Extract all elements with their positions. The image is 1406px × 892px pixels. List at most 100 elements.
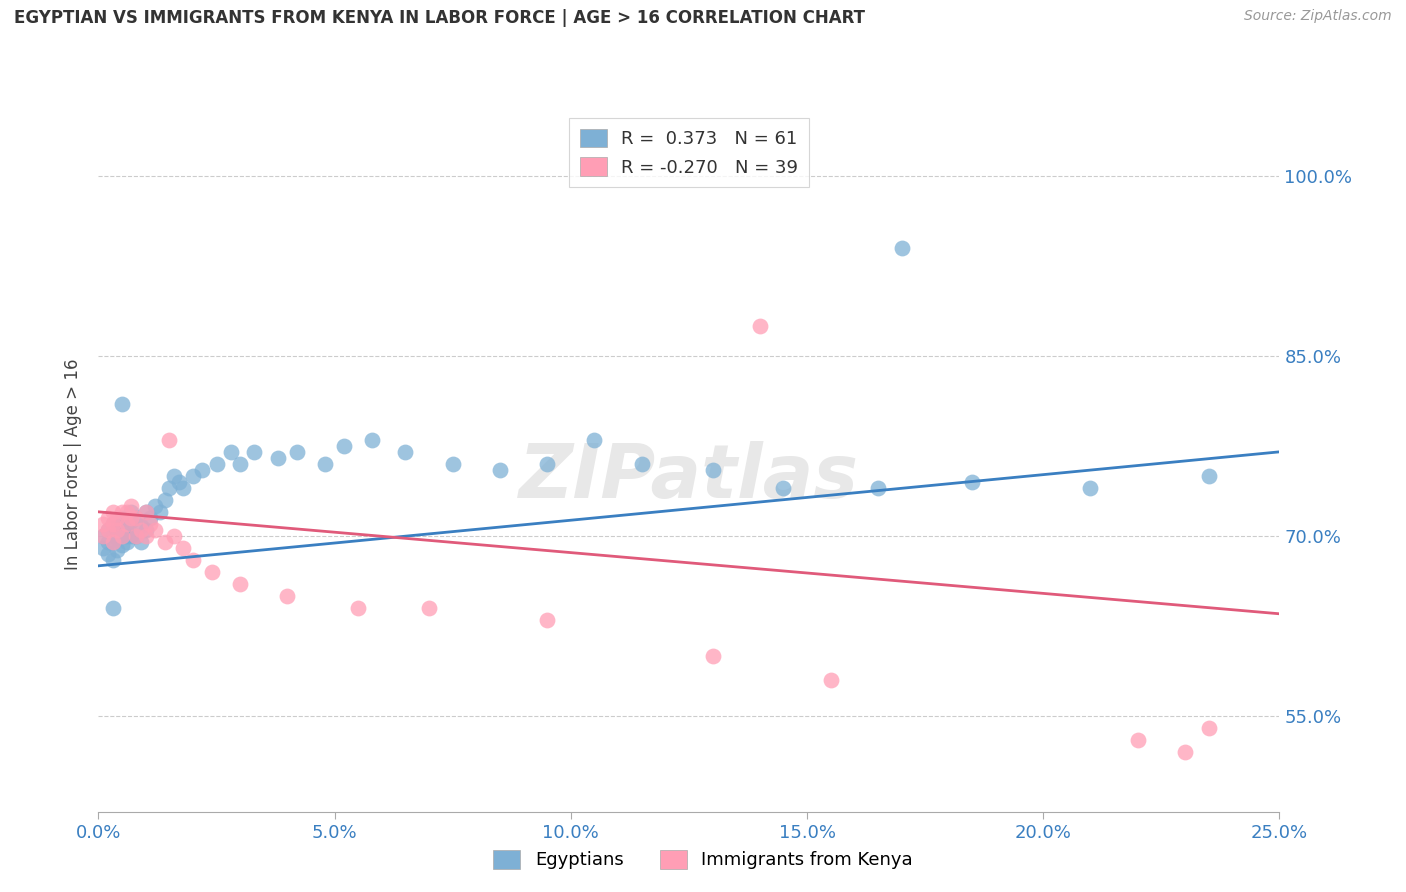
Point [229, 457, 252, 471]
Point [97, 523, 120, 537]
Point [105, 511, 128, 525]
Point [143, 499, 166, 513]
Point [101, 505, 124, 519]
Point [101, 516, 124, 531]
Point [890, 241, 912, 255]
Point [361, 433, 384, 447]
Point [139, 511, 162, 525]
Point [394, 445, 416, 459]
Point [139, 516, 162, 531]
Point [111, 397, 134, 411]
Point [91, 529, 114, 543]
Point [135, 523, 157, 537]
Point [748, 318, 770, 333]
Point [135, 505, 157, 519]
Point [111, 511, 134, 525]
Point [121, 515, 143, 529]
Point [101, 534, 124, 549]
Point [1198, 468, 1220, 483]
Legend: Egyptians, Immigrants from Kenya: Egyptians, Immigrants from Kenya [484, 841, 922, 879]
Point [111, 538, 134, 552]
Point [1126, 732, 1149, 747]
Text: ZIPatlas: ZIPatlas [519, 442, 859, 515]
Point [153, 492, 176, 507]
Point [1080, 481, 1102, 495]
Point [191, 463, 214, 477]
Point [962, 475, 984, 489]
Point [157, 481, 180, 495]
Point [163, 468, 186, 483]
Point [97, 523, 120, 537]
Point [243, 445, 266, 459]
Point [101, 553, 124, 567]
Point [163, 529, 186, 543]
Point [418, 600, 440, 615]
Point [536, 457, 558, 471]
Point [143, 523, 166, 537]
Point [181, 468, 204, 483]
Point [489, 463, 512, 477]
Point [91, 529, 114, 543]
Point [129, 534, 152, 549]
Point [105, 529, 128, 543]
Point [347, 600, 370, 615]
Point [157, 433, 180, 447]
Legend: R =  0.373   N = 61, R = -0.270   N = 39: R = 0.373 N = 61, R = -0.270 N = 39 [569, 118, 808, 187]
Point [153, 534, 176, 549]
Point [702, 463, 724, 477]
Point [97, 547, 120, 561]
Point [125, 529, 148, 543]
Point [111, 529, 134, 543]
Point [285, 445, 308, 459]
Point [129, 523, 152, 537]
Point [91, 516, 114, 531]
Point [121, 499, 143, 513]
Point [101, 516, 124, 531]
Y-axis label: In Labor Force | Age > 16: In Labor Force | Age > 16 [65, 358, 83, 570]
Point [125, 511, 148, 525]
Point [172, 481, 194, 495]
Point [115, 516, 138, 531]
Point [135, 529, 157, 543]
Point [97, 534, 120, 549]
Point [1174, 745, 1197, 759]
Point [125, 511, 148, 525]
Point [129, 519, 152, 533]
Point [149, 505, 172, 519]
Point [630, 457, 652, 471]
Point [115, 516, 138, 531]
Point [172, 541, 194, 555]
Point [125, 529, 148, 543]
Point [181, 553, 204, 567]
Point [121, 505, 143, 519]
Point [101, 534, 124, 549]
Point [97, 511, 120, 525]
Point [314, 457, 336, 471]
Point [201, 565, 224, 579]
Point [105, 543, 128, 558]
Point [121, 511, 143, 525]
Text: EGYPTIAN VS IMMIGRANTS FROM KENYA IN LABOR FORCE | AGE > 16 CORRELATION CHART: EGYPTIAN VS IMMIGRANTS FROM KENYA IN LAB… [14, 9, 865, 27]
Point [866, 481, 889, 495]
Point [121, 529, 143, 543]
Point [105, 519, 128, 533]
Point [205, 457, 228, 471]
Point [115, 534, 138, 549]
Point [276, 589, 298, 603]
Point [441, 457, 464, 471]
Point [772, 481, 794, 495]
Point [135, 505, 157, 519]
Point [536, 613, 558, 627]
Point [702, 648, 724, 663]
Point [333, 439, 356, 453]
Point [91, 541, 114, 555]
Point [219, 445, 242, 459]
Point [115, 505, 138, 519]
Point [167, 475, 190, 489]
Point [111, 523, 134, 537]
Point [267, 450, 290, 465]
Point [111, 505, 134, 519]
Point [583, 433, 606, 447]
Point [115, 529, 138, 543]
Point [101, 529, 124, 543]
